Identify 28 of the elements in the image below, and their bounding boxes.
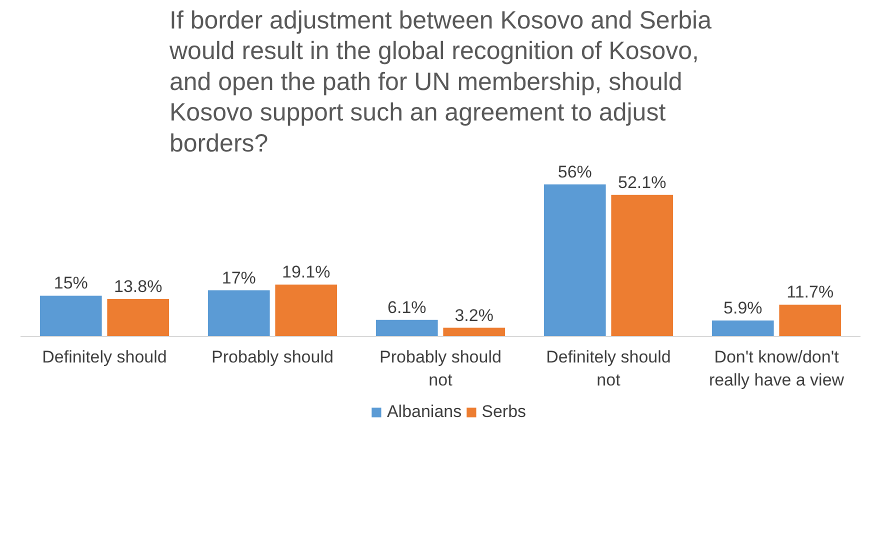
- legend-label: Serbs: [482, 402, 526, 422]
- bar: [712, 320, 774, 336]
- data-label: 13.8%: [114, 277, 162, 296]
- bar: [107, 299, 170, 336]
- data-label: 11.7%: [786, 282, 834, 302]
- bar: [779, 304, 842, 336]
- bar: [208, 290, 270, 336]
- bar: [443, 328, 506, 336]
- bar: [376, 320, 438, 336]
- x-tick-label: Definitely should not: [546, 348, 671, 390]
- x-tick-label: Don't know/don't really have a view: [708, 348, 845, 390]
- chart-title: If border adjustment between Kosovo and Serbia would result in the global recognition of Kosovo, and open the path for UN membership, should Kosovo support such an agreement to adjust borders?: [168, 6, 712, 158]
- data-label: 15%: [54, 274, 88, 293]
- bar: [544, 184, 606, 336]
- data-label: 6.1%: [388, 298, 426, 317]
- data-label: 5.9%: [724, 298, 762, 318]
- data-label: 52.1%: [618, 172, 666, 192]
- x-tick-label: Probably should: [212, 348, 334, 366]
- x-tick-label: Probably should not: [380, 348, 502, 390]
- legend-label: Albanians: [386, 402, 462, 422]
- data-label: 17%: [222, 268, 256, 288]
- bar: [275, 284, 338, 336]
- bar: [611, 194, 674, 336]
- x-tick-label: Definitely should: [42, 348, 167, 366]
- data-label: 3.2%: [454, 306, 494, 325]
- bar: [40, 296, 102, 336]
- data-label: 56%: [558, 162, 592, 182]
- data-label: 19.1%: [282, 262, 330, 282]
